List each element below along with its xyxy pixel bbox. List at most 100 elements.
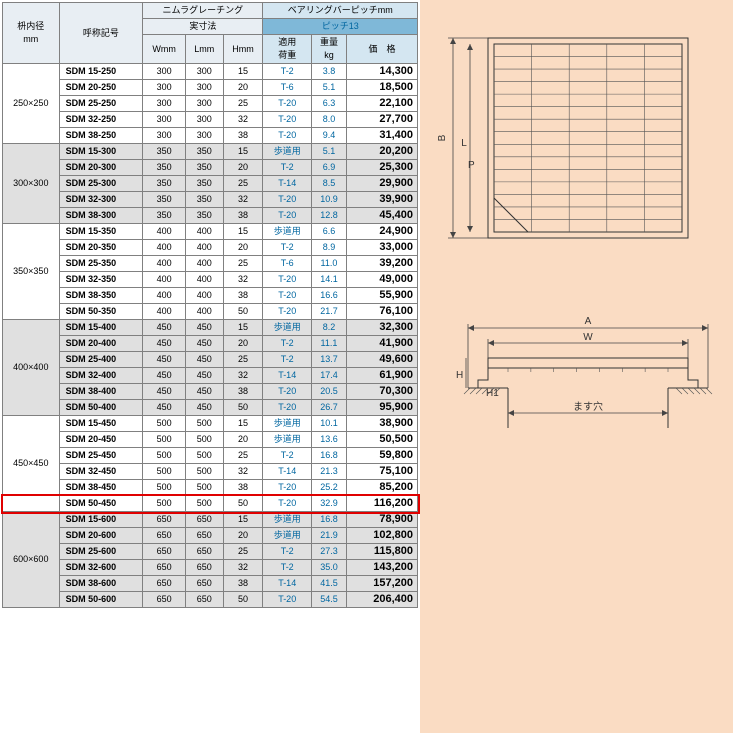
w-cell: 350 bbox=[143, 160, 186, 176]
h-cell: 38 bbox=[223, 384, 263, 400]
h-cell: 38 bbox=[223, 288, 263, 304]
model-cell: SDM 38-450 bbox=[59, 480, 143, 496]
model-cell: SDM 50-600 bbox=[59, 592, 143, 608]
l-cell: 300 bbox=[186, 96, 224, 112]
l-cell: 450 bbox=[186, 336, 224, 352]
price-cell: 24,900 bbox=[346, 224, 417, 240]
price-cell: 33,000 bbox=[346, 240, 417, 256]
table-row: SDM 25-45050050025T-216.859,800 bbox=[3, 448, 418, 464]
weight-cell: 10.1 bbox=[312, 416, 347, 432]
weight-cell: 16.8 bbox=[312, 448, 347, 464]
l-cell: 350 bbox=[186, 176, 224, 192]
price-cell: 75,100 bbox=[346, 464, 417, 480]
model-cell: SDM 15-600 bbox=[59, 512, 143, 528]
price-cell: 78,900 bbox=[346, 512, 417, 528]
weight-cell: 6.3 bbox=[312, 96, 347, 112]
grating-spec-table: 枡内径mm 呼称記号 ニムラグレーチング ベアリングバーピッチmm 実寸法 ピッ… bbox=[2, 2, 418, 608]
price-cell: 115,800 bbox=[346, 544, 417, 560]
weight-cell: 54.5 bbox=[312, 592, 347, 608]
l-cell: 350 bbox=[186, 144, 224, 160]
table-row: SDM 20-40045045020T-211.141,900 bbox=[3, 336, 418, 352]
load-cell: T-14 bbox=[263, 464, 312, 480]
price-cell: 38,900 bbox=[346, 416, 417, 432]
svg-text:P: P bbox=[468, 160, 475, 171]
col-h: Hmm bbox=[223, 35, 263, 64]
l-cell: 500 bbox=[186, 464, 224, 480]
price-cell: 49,000 bbox=[346, 272, 417, 288]
col-price: 価 格 bbox=[346, 35, 417, 64]
l-cell: 450 bbox=[186, 368, 224, 384]
load-cell: T-2 bbox=[263, 240, 312, 256]
price-cell: 29,900 bbox=[346, 176, 417, 192]
col-l: Lmm bbox=[186, 35, 224, 64]
table-row: SDM 38-25030030038T-209.431,400 bbox=[3, 128, 418, 144]
h-cell: 32 bbox=[223, 368, 263, 384]
weight-cell: 11.1 bbox=[312, 336, 347, 352]
weight-cell: 12.8 bbox=[312, 208, 347, 224]
h-cell: 20 bbox=[223, 80, 263, 96]
table-row: SDM 20-60065065020歩道用21.9102,800 bbox=[3, 528, 418, 544]
price-cell: 32,300 bbox=[346, 320, 417, 336]
table-row: SDM 20-25030030020T-65.118,500 bbox=[3, 80, 418, 96]
table-row: SDM 38-35040040038T-2016.655,900 bbox=[3, 288, 418, 304]
model-cell: SDM 50-400 bbox=[59, 400, 143, 416]
model-cell: SDM 32-600 bbox=[59, 560, 143, 576]
l-cell: 450 bbox=[186, 320, 224, 336]
price-cell: 20,200 bbox=[346, 144, 417, 160]
price-cell: 143,200 bbox=[346, 560, 417, 576]
table-row: SDM 20-35040040020T-28.933,000 bbox=[3, 240, 418, 256]
price-cell: 39,900 bbox=[346, 192, 417, 208]
model-cell: SDM 32-250 bbox=[59, 112, 143, 128]
l-cell: 300 bbox=[186, 64, 224, 80]
price-cell: 95,900 bbox=[346, 400, 417, 416]
price-cell: 70,300 bbox=[346, 384, 417, 400]
w-cell: 350 bbox=[143, 208, 186, 224]
table-row: SDM 20-30035035020T-26.925,300 bbox=[3, 160, 418, 176]
svg-text:H1: H1 bbox=[486, 388, 499, 399]
price-cell: 49,600 bbox=[346, 352, 417, 368]
load-cell: T-20 bbox=[263, 128, 312, 144]
weight-cell: 32.9 bbox=[312, 496, 347, 512]
table-row: SDM 25-40045045025T-213.749,600 bbox=[3, 352, 418, 368]
price-cell: 157,200 bbox=[346, 576, 417, 592]
price-cell: 25,300 bbox=[346, 160, 417, 176]
l-cell: 300 bbox=[186, 128, 224, 144]
weight-cell: 21.9 bbox=[312, 528, 347, 544]
weight-cell: 5.1 bbox=[312, 80, 347, 96]
table-row: SDM 38-30035035038T-2012.845,400 bbox=[3, 208, 418, 224]
h-cell: 50 bbox=[223, 400, 263, 416]
model-cell: SDM 20-300 bbox=[59, 160, 143, 176]
table-row: 300×300SDM 15-30035035015歩道用5.120,200 bbox=[3, 144, 418, 160]
load-cell: T-14 bbox=[263, 576, 312, 592]
table-row: SDM 50-60065065050T-2054.5206,400 bbox=[3, 592, 418, 608]
w-cell: 450 bbox=[143, 320, 186, 336]
w-cell: 500 bbox=[143, 496, 186, 512]
table-row: SDM 38-60065065038T-1441.5157,200 bbox=[3, 576, 418, 592]
col-bearing: ベアリングバーピッチmm bbox=[263, 3, 418, 19]
table-row: SDM 32-30035035032T-2010.939,900 bbox=[3, 192, 418, 208]
h-cell: 25 bbox=[223, 352, 263, 368]
h-cell: 15 bbox=[223, 224, 263, 240]
load-cell: T-20 bbox=[263, 96, 312, 112]
weight-cell: 21.3 bbox=[312, 464, 347, 480]
load-cell: T-20 bbox=[263, 208, 312, 224]
h-cell: 20 bbox=[223, 432, 263, 448]
model-cell: SDM 25-350 bbox=[59, 256, 143, 272]
col-inner-dia: 枡内径mm bbox=[3, 3, 60, 64]
load-cell: T-20 bbox=[263, 272, 312, 288]
h-cell: 20 bbox=[223, 528, 263, 544]
load-cell: T-20 bbox=[263, 400, 312, 416]
weight-cell: 17.4 bbox=[312, 368, 347, 384]
model-cell: SDM 32-300 bbox=[59, 192, 143, 208]
w-cell: 450 bbox=[143, 336, 186, 352]
col-weight: 重量kg bbox=[312, 35, 347, 64]
model-cell: SDM 15-400 bbox=[59, 320, 143, 336]
l-cell: 500 bbox=[186, 432, 224, 448]
weight-cell: 8.0 bbox=[312, 112, 347, 128]
h-cell: 25 bbox=[223, 448, 263, 464]
h-cell: 25 bbox=[223, 256, 263, 272]
weight-cell: 16.6 bbox=[312, 288, 347, 304]
w-cell: 300 bbox=[143, 64, 186, 80]
h-cell: 50 bbox=[223, 304, 263, 320]
w-cell: 650 bbox=[143, 560, 186, 576]
